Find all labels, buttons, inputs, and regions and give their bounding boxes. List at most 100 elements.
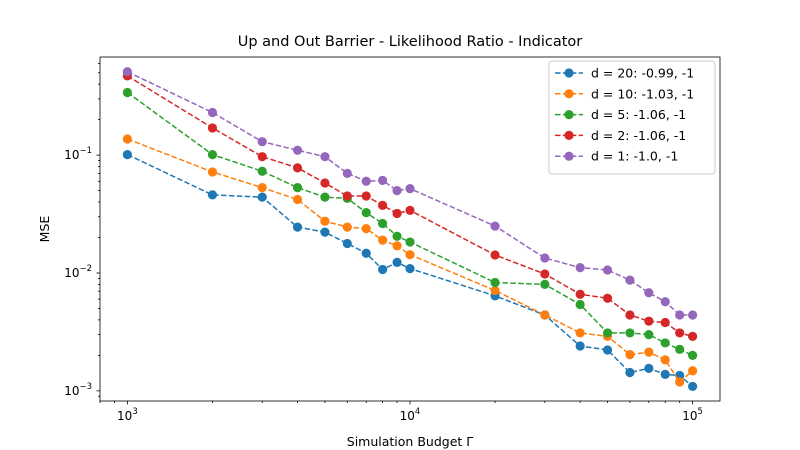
data-point: [292, 145, 303, 155]
legend-marker: [564, 130, 574, 140]
legend-item: d = 2: -1.06, -1: [555, 128, 686, 143]
legend-item: d = 5: -1.06, -1: [555, 107, 686, 122]
x-axis-label: Simulation Budget Γ: [347, 434, 473, 449]
x-tick-label: 104: [400, 407, 421, 423]
data-point: [392, 241, 402, 251]
data-point: [688, 350, 698, 360]
data-point: [675, 310, 685, 320]
y-tick-label: 10−3: [64, 382, 92, 398]
data-point: [405, 237, 415, 247]
data-point: [207, 123, 218, 133]
data-point: [644, 288, 654, 298]
data-point: [405, 263, 415, 274]
data-point: [540, 279, 550, 289]
data-point: [292, 194, 303, 205]
data-point: [361, 248, 371, 258]
data-point: [660, 317, 670, 328]
data-point: [575, 299, 585, 310]
data-point: [660, 297, 670, 307]
data-point: [675, 328, 685, 338]
data-point: [122, 134, 132, 144]
data-point: [490, 285, 500, 296]
data-point: [575, 289, 585, 299]
data-point: [625, 310, 635, 320]
data-point: [644, 330, 654, 340]
data-point: [540, 310, 550, 320]
data-point: [378, 200, 388, 210]
data-point: [490, 221, 500, 231]
data-point: [292, 183, 303, 193]
data-point: [257, 152, 267, 162]
legend-label: d = 20: -0.99, -1: [591, 66, 694, 81]
data-point: [575, 263, 585, 273]
series-3: [122, 71, 698, 341]
y-tick-label: 10−1: [64, 146, 92, 162]
data-point: [361, 191, 371, 201]
data-point: [675, 377, 685, 387]
data-point: [625, 367, 635, 378]
data-point: [660, 355, 670, 365]
legend-marker: [564, 151, 574, 161]
data-point: [625, 275, 635, 285]
legend-label: d = 5: -1.06, -1: [591, 107, 686, 122]
data-point: [688, 310, 698, 320]
data-point: [625, 328, 635, 338]
data-point: [575, 341, 585, 351]
data-point: [644, 347, 654, 357]
data-point: [257, 192, 267, 202]
data-point: [392, 231, 402, 241]
data-point: [378, 218, 388, 229]
data-point: [207, 190, 218, 200]
data-point: [342, 238, 352, 249]
data-point: [392, 208, 402, 219]
data-point: [602, 328, 613, 338]
data-point: [405, 183, 415, 194]
data-point: [688, 331, 698, 341]
data-point: [688, 381, 698, 392]
y-tick-label: 10−2: [64, 264, 92, 280]
data-point: [625, 350, 635, 360]
data-point: [207, 167, 218, 177]
x-axis-ticks: 103 104 105: [99, 401, 703, 423]
data-point: [378, 235, 388, 245]
series-0: [122, 150, 698, 392]
data-point: [342, 191, 352, 201]
data-point: [207, 107, 218, 118]
data-point: [675, 344, 685, 354]
data-point: [378, 175, 388, 186]
legend-marker: [564, 89, 574, 99]
data-point: [602, 345, 613, 355]
data-point: [660, 369, 670, 379]
data-point: [405, 205, 415, 215]
data-point: [361, 208, 371, 218]
data-point: [342, 168, 352, 178]
data-point: [644, 316, 654, 326]
data-point: [378, 264, 388, 275]
data-point: [490, 250, 500, 260]
legend-label: d = 1: -1.0, -1: [591, 149, 678, 164]
data-point: [660, 338, 670, 348]
data-point: [122, 67, 132, 77]
data-point: [320, 227, 330, 237]
data-point: [292, 163, 303, 173]
data-point: [320, 192, 330, 202]
x-tick-label: 103: [117, 407, 138, 423]
legend-item: d = 1: -1.0, -1: [555, 149, 678, 164]
data-point: [257, 166, 267, 176]
y-axis-ticks: 10−3 10−2 10−1: [64, 63, 100, 398]
data-point: [540, 253, 550, 263]
data-point: [490, 277, 500, 288]
plot-area: [99, 56, 721, 402]
data-point: [292, 222, 303, 232]
data-point: [392, 186, 402, 196]
data-point: [575, 328, 585, 338]
data-point: [602, 293, 613, 303]
data-point: [644, 363, 654, 374]
legend-item: d = 10: -1.03, -1: [555, 86, 694, 101]
data-point: [688, 366, 698, 376]
legend-label: d = 10: -1.03, -1: [591, 86, 694, 101]
legend-marker: [564, 110, 574, 120]
data-point: [361, 176, 371, 186]
data-point: [122, 150, 132, 160]
